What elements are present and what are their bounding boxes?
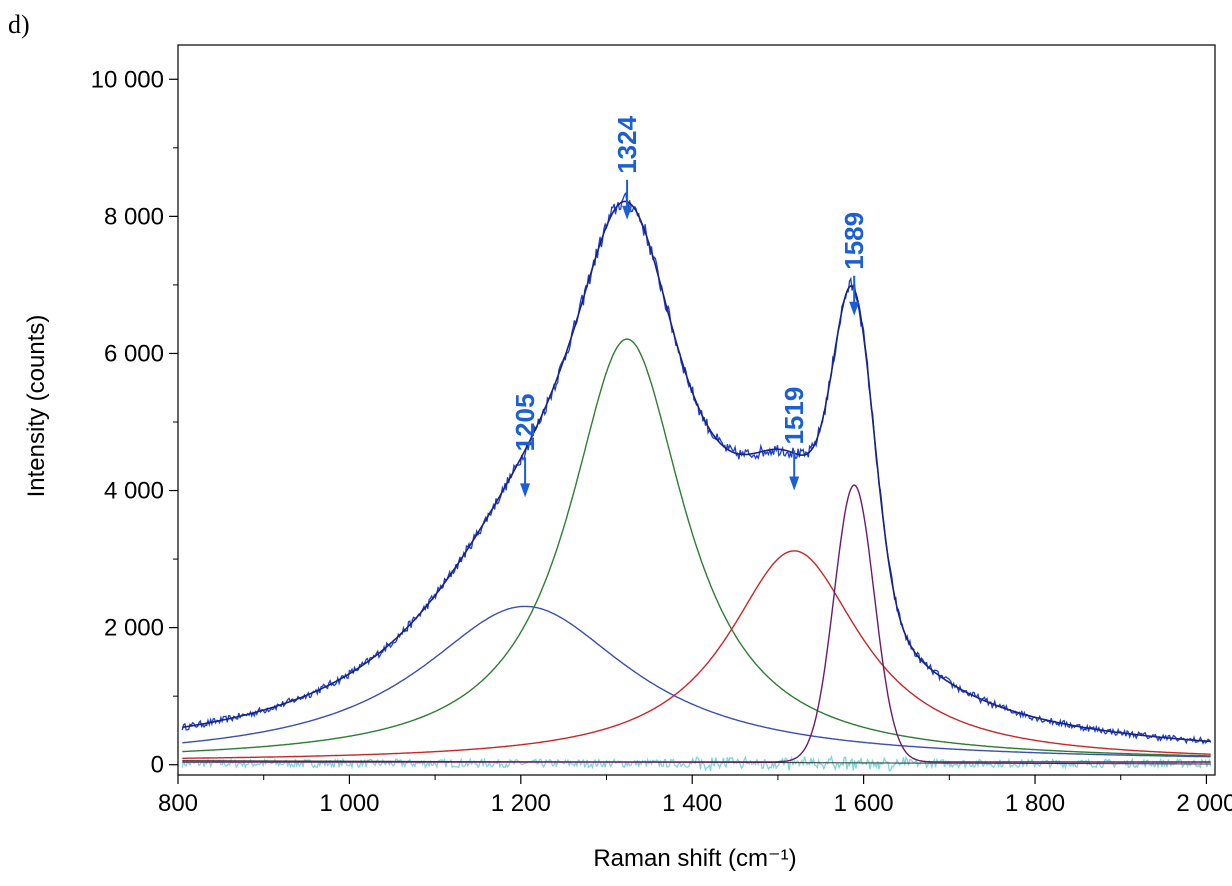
annotation-label: 1519 [779,387,809,445]
component-peak-1519-line [182,550,1211,759]
y-tick-label: 2 000 [104,615,164,642]
annotation-arrowhead [520,483,531,498]
x-tick-label: 1 800 [1005,790,1065,817]
x-tick-label: 800 [158,790,198,817]
measured-spectrum-line [181,191,1212,745]
component-peak-1589-line [182,484,1211,763]
y-tick-label: 10 000 [91,66,164,93]
plot-content: 1205 1324 1519 1589 [181,115,1212,772]
peak-annotation-1324: 1324 [612,115,642,220]
annotation-label: 1205 [510,394,540,452]
peak-annotation-1589: 1589 [839,212,869,316]
component-peak-1205-line [182,605,1211,758]
panel-label: d) [8,10,30,39]
annotation-label: 1324 [612,115,642,173]
x-tick-label: 2 000 [1176,790,1232,817]
plot-frame [177,44,1216,776]
y-tick-label: 0 [151,752,164,779]
component-peak-1324-line [182,338,1211,757]
x-tick-label: 1 200 [491,790,551,817]
envelope-fit-line [182,200,1211,743]
x-tick-label: 1 400 [662,790,722,817]
y-axis-title: Intensity (counts) [23,315,50,498]
annotation-arrowhead [849,301,860,316]
y-tick-label: 6 000 [104,340,164,367]
annotation-label: 1589 [839,212,869,270]
y-tick-label: 8 000 [104,203,164,230]
y-tick-label: 4 000 [104,478,164,505]
x-axis-title: Raman shift (cm⁻¹) [593,845,796,872]
annotation-arrowhead [622,205,633,220]
axes: 0 2 000 4 000 6 000 8 000 10 000 800 1 000 1 200… [91,44,1232,817]
annotation-arrowhead [789,476,800,491]
x-tick-label: 1 600 [834,790,894,817]
peak-annotation-1205: 1205 [510,394,540,498]
peak-annotation-1519: 1519 [779,387,809,491]
x-tick-label: 1 000 [319,790,379,817]
plot-area [181,191,1212,772]
